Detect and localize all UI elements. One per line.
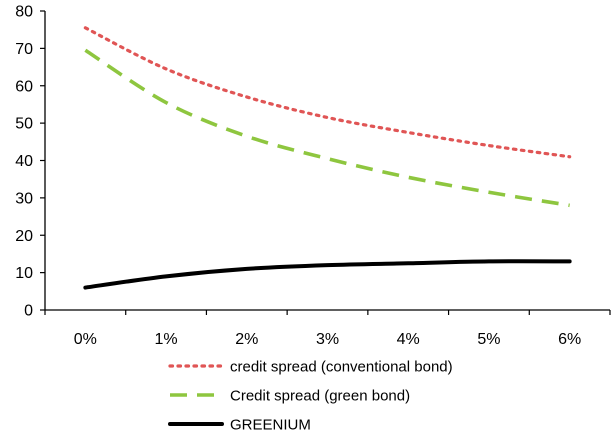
y-tick-label: 50 xyxy=(15,116,33,133)
series-line-1 xyxy=(83,26,572,159)
legend-label-1: credit spread (conventional bond) xyxy=(230,359,453,376)
y-tick-label: 40 xyxy=(15,153,33,170)
x-tick-label: 2% xyxy=(235,331,258,348)
x-tick-label: 4% xyxy=(397,331,420,348)
y-tick-label: 70 xyxy=(15,41,33,58)
y-tick-label: 60 xyxy=(15,78,33,95)
y-tick-label: 10 xyxy=(15,265,33,282)
x-tick-label: 0% xyxy=(74,331,97,348)
axes: 0 10 20 30 40 50 60 70 80 0% 1% 2% 3% 4% 5% 6% xyxy=(15,4,611,348)
y-tick-label: 30 xyxy=(15,190,33,207)
legend-label-3: GREENIUM xyxy=(230,417,311,434)
series-line-3 xyxy=(83,259,572,290)
y-tick-label: 0 xyxy=(24,303,33,320)
series-layer xyxy=(83,26,572,290)
legend-label-2: Credit spread (green bond) xyxy=(230,388,410,405)
series-line-2 xyxy=(84,48,570,208)
legend: credit spread (conventional bond) Credit … xyxy=(168,359,453,434)
x-tick-label: 6% xyxy=(558,331,581,348)
x-tick-label: 1% xyxy=(155,331,178,348)
y-tick-label: 20 xyxy=(15,228,33,245)
y-tick-label: 80 xyxy=(15,4,33,21)
x-tick-label: 5% xyxy=(477,331,500,348)
x-tick-label: 3% xyxy=(316,331,339,348)
